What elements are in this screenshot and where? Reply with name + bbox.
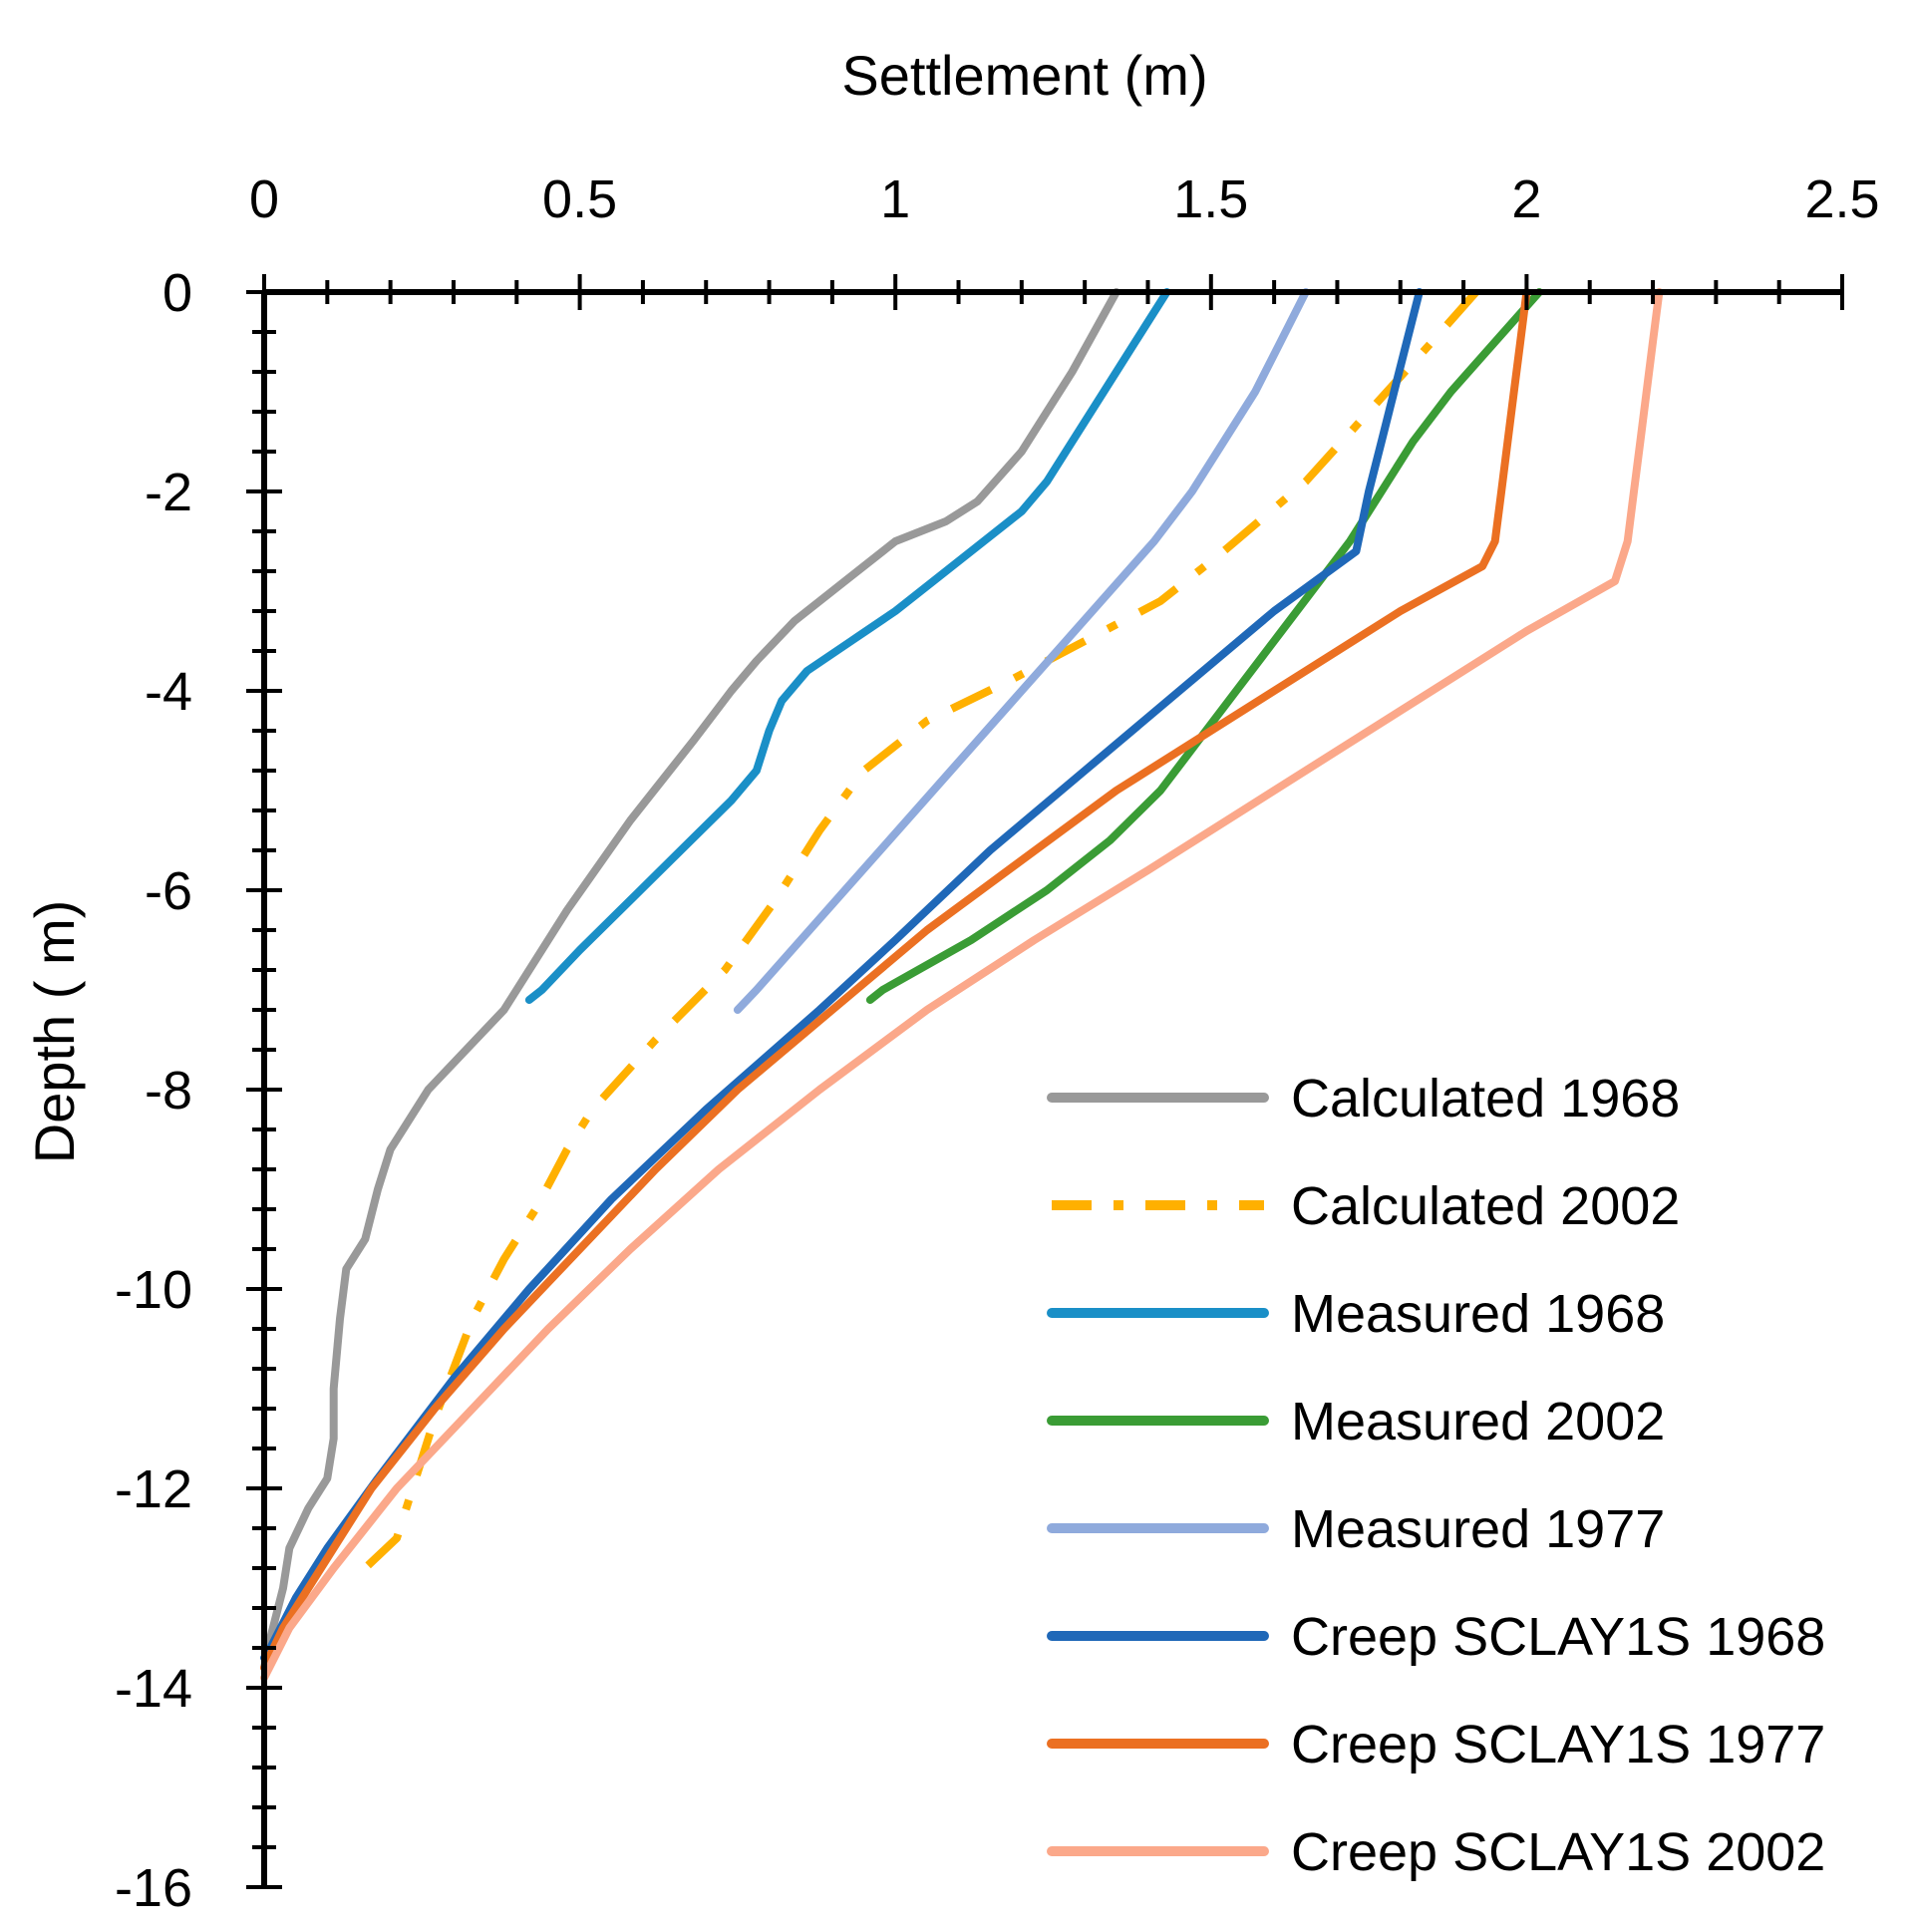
y-tick-label: -14 — [115, 1659, 192, 1719]
y-axis-title: Depth ( m) — [23, 900, 86, 1164]
legend-label: Creep SCLAY1S 2002 — [1291, 1822, 1825, 1882]
series-line-calculated-2002 — [349, 289, 1479, 1586]
y-tick-label: -12 — [115, 1459, 192, 1519]
x-tick-label: 0.5 — [542, 169, 617, 229]
series-layer — [260, 288, 1664, 1682]
y-tick-label: -10 — [115, 1260, 192, 1320]
x-tick-label: 1 — [880, 169, 910, 229]
legend-label: Creep SCLAY1S 1977 — [1291, 1715, 1825, 1774]
y-tick-label: -16 — [115, 1858, 192, 1918]
x-tick-label: 2.5 — [1804, 169, 1879, 229]
legend-label: Measured 2002 — [1291, 1392, 1665, 1451]
legend-label: Measured 1968 — [1291, 1284, 1665, 1344]
legend-label: Calculated 2002 — [1291, 1176, 1680, 1236]
series-line-measured-1977 — [733, 288, 1310, 1014]
legend-label: Calculated 1968 — [1291, 1069, 1680, 1128]
series-line-measured-2002 — [865, 288, 1544, 1004]
series-line-measured-1968 — [524, 288, 1171, 1004]
axes-layer: 0 0.5 1 1.5 2 2.5 0 -2 -4 -6 -8 -10 -12 -14 -16 — [115, 169, 1880, 1918]
x-tick-label: 0 — [249, 169, 279, 229]
x-tick-label: 2 — [1511, 169, 1541, 229]
x-tick-label: 1.5 — [1173, 169, 1248, 229]
y-tick-label: -6 — [145, 861, 192, 921]
y-tick-label: -2 — [145, 463, 192, 522]
series-line-creep-sclay1s-2002 — [260, 288, 1664, 1682]
series-line-creep-sclay1s-1977 — [260, 288, 1531, 1672]
legend: Calculated 1968 Calculated 2002 Measured 1… — [1047, 1069, 1825, 1882]
legend-label: Creep SCLAY1S 1968 — [1291, 1607, 1825, 1667]
y-tick-label: -4 — [145, 662, 192, 722]
y-tick-label: 0 — [162, 263, 192, 323]
legend-label: Measured 1977 — [1291, 1499, 1665, 1559]
y-tick-label: -8 — [145, 1061, 192, 1121]
series-line-calculated-1968 — [260, 288, 1120, 1672]
x-axis-title: Settlement (m) — [841, 44, 1207, 107]
